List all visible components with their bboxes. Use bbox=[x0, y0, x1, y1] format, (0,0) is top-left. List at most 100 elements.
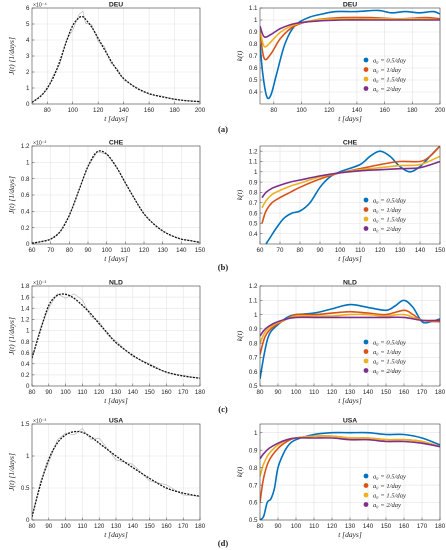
chart-title: NLD bbox=[343, 280, 357, 287]
legend-entry: a₀ = 2/day bbox=[373, 368, 401, 375]
series-line-4 bbox=[261, 160, 440, 199]
plot-area bbox=[260, 146, 440, 244]
legend-marker bbox=[363, 67, 369, 72]
x-tick-label: 170 bbox=[178, 389, 189, 396]
legend: a₀ = 0.5/day a₀ = 1/day a₀ = 1.5/day a₀ = 2… bbox=[363, 197, 406, 233]
fitted-curve bbox=[32, 293, 200, 379]
x-tick-label: 140 bbox=[415, 247, 426, 254]
x-tick-label: 100 bbox=[291, 389, 302, 396]
y-axis-label: k(t) bbox=[235, 189, 244, 200]
legend-marker bbox=[363, 339, 369, 345]
legend-entry: a₀ = 2/day bbox=[373, 86, 401, 93]
legend-marker bbox=[363, 349, 369, 354]
x-tick-label: 120 bbox=[324, 107, 335, 114]
panel-label: (a) bbox=[218, 124, 228, 134]
x-tick-label: 80 bbox=[29, 523, 36, 530]
x-tick-label: 80 bbox=[44, 107, 51, 114]
data-layer bbox=[32, 150, 200, 244]
x-tick-label: 120 bbox=[94, 389, 105, 396]
x-tick-label: 60 bbox=[29, 247, 36, 254]
x-tick-label: 130 bbox=[111, 389, 122, 396]
x-tick-label: 200 bbox=[195, 107, 206, 114]
axis-exponent: ×10⁻³ bbox=[33, 141, 47, 147]
y-tick-label: 0.6 bbox=[249, 210, 258, 217]
x-axis-label: t [days] bbox=[104, 254, 128, 263]
series-line-1 bbox=[260, 299, 440, 380]
series-line-1 bbox=[265, 146, 440, 244]
legend-entry: a₀ = 0.5/day bbox=[373, 339, 406, 346]
x-tick-label: 160 bbox=[144, 107, 155, 114]
y-tick-label: 0.9 bbox=[249, 447, 258, 454]
legend-entry: a₀ = 1.5/day bbox=[373, 76, 406, 83]
y-axis-label: J(t) [1/days] bbox=[7, 453, 16, 491]
x-tick-label: 130 bbox=[111, 523, 122, 530]
x-tick-label: 170 bbox=[417, 523, 428, 530]
x-tick-label: 90 bbox=[45, 523, 52, 530]
legend: a₀ = 0.5/day a₀ = 1/day a₀ = 1.5/day a₀ = 2… bbox=[363, 57, 406, 93]
series-line-4 bbox=[260, 437, 440, 460]
y-tick-label: 1.5 bbox=[21, 421, 30, 428]
series-line-3 bbox=[260, 313, 440, 344]
x-tick-label: 140 bbox=[128, 523, 139, 530]
y-tick-label: 0.5 bbox=[249, 383, 258, 390]
x-tick-label: 150 bbox=[381, 523, 392, 530]
x-tick-label: 100 bbox=[296, 107, 307, 114]
x-axis-label: t [days] bbox=[104, 114, 128, 123]
x-tick-label: 140 bbox=[118, 107, 129, 114]
x-tick-label: 90 bbox=[275, 523, 282, 530]
axis-exponent: ×10⁻³ bbox=[33, 281, 47, 287]
legend-entry: a₀ = 1.5/day bbox=[373, 492, 406, 499]
x-tick-label: 100 bbox=[335, 247, 346, 254]
x-tick-label: 180 bbox=[195, 389, 206, 396]
y-tick-label: 0.6 bbox=[21, 350, 30, 357]
chart-c-right: 80 90 100 110 120 130 140 150 160 170 180 0.5 0.6 0.7… bbox=[235, 280, 446, 406]
y-tick-label: 0 bbox=[26, 517, 30, 524]
data-layer bbox=[32, 428, 200, 517]
y-tick-label: 0.5 bbox=[249, 221, 258, 228]
x-tick-label: 140 bbox=[128, 389, 139, 396]
y-tick-label: 1.8 bbox=[21, 283, 30, 290]
y-tick-label: 0.7 bbox=[249, 355, 258, 362]
y-tick-label: 0.8 bbox=[249, 41, 258, 48]
chart-b-right: 60 70 80 90 100 110 120 130 140 150 0.4 0.5 0.6 0.7 0.… bbox=[235, 140, 446, 264]
y-tick-label: 0.4 bbox=[249, 89, 258, 96]
series-line-2 bbox=[260, 309, 440, 355]
chart-d-right: 80 90 100 110 120 130 140 150 160 170 180 0.5 0.6 0.7… bbox=[235, 418, 446, 540]
legend: a₀ = 0.5/day a₀ = 1/day a₀ = 1.5/day a₀ = 2… bbox=[363, 473, 406, 509]
y-tick-label: 0.6 bbox=[249, 369, 258, 376]
legend-entry: a₀ = 1/day bbox=[373, 67, 401, 74]
y-tick-label: 1.1 bbox=[249, 5, 258, 12]
x-tick-label: 110 bbox=[120, 247, 130, 254]
legend-marker bbox=[363, 358, 369, 364]
legend-entry: a₀ = 1.5/day bbox=[373, 216, 406, 223]
y-tick-label: 0 bbox=[26, 383, 30, 390]
y-tick-label: 1 bbox=[26, 328, 30, 335]
legend-marker bbox=[363, 86, 369, 91]
chart-title: CHE bbox=[343, 140, 358, 147]
y-axis-label: J(t) [1/days] bbox=[7, 317, 16, 355]
y-axis-label: k(t) bbox=[235, 466, 244, 477]
observed-data-line bbox=[32, 428, 200, 517]
legend-entry: a₀ = 1/day bbox=[373, 483, 401, 490]
fitted-curve bbox=[32, 150, 200, 244]
y-tick-label: 0 bbox=[26, 101, 30, 108]
series-line-1 bbox=[260, 9, 440, 100]
legend-entry: a₀ = 2/day bbox=[373, 502, 401, 509]
x-tick-label: 100 bbox=[68, 107, 79, 114]
chart-title: USA bbox=[109, 418, 123, 425]
chart-a-left: 80 100 120 140 160 180 200 0 1 2 3 4 5 6 DEU ×10⁻⁴ t [da… bbox=[7, 2, 206, 124]
x-axis-label: t [days] bbox=[338, 114, 362, 123]
x-tick-label: 120 bbox=[93, 107, 104, 114]
y-tick-label: 0.5 bbox=[249, 77, 258, 84]
legend-entry: a₀ = 1/day bbox=[373, 207, 401, 214]
x-tick-label: 120 bbox=[327, 523, 338, 530]
y-tick-label: 0.8 bbox=[249, 465, 258, 472]
y-tick-label: 1 bbox=[26, 85, 30, 92]
y-tick-label: 1.1 bbox=[249, 297, 258, 304]
x-tick-label: 80 bbox=[66, 247, 73, 254]
y-tick-label: 0.9 bbox=[249, 29, 258, 36]
x-tick-label: 130 bbox=[345, 389, 356, 396]
data-layer bbox=[260, 9, 440, 100]
y-tick-label: 1.2 bbox=[21, 143, 30, 150]
y-tick-label: 1.6 bbox=[21, 294, 30, 301]
